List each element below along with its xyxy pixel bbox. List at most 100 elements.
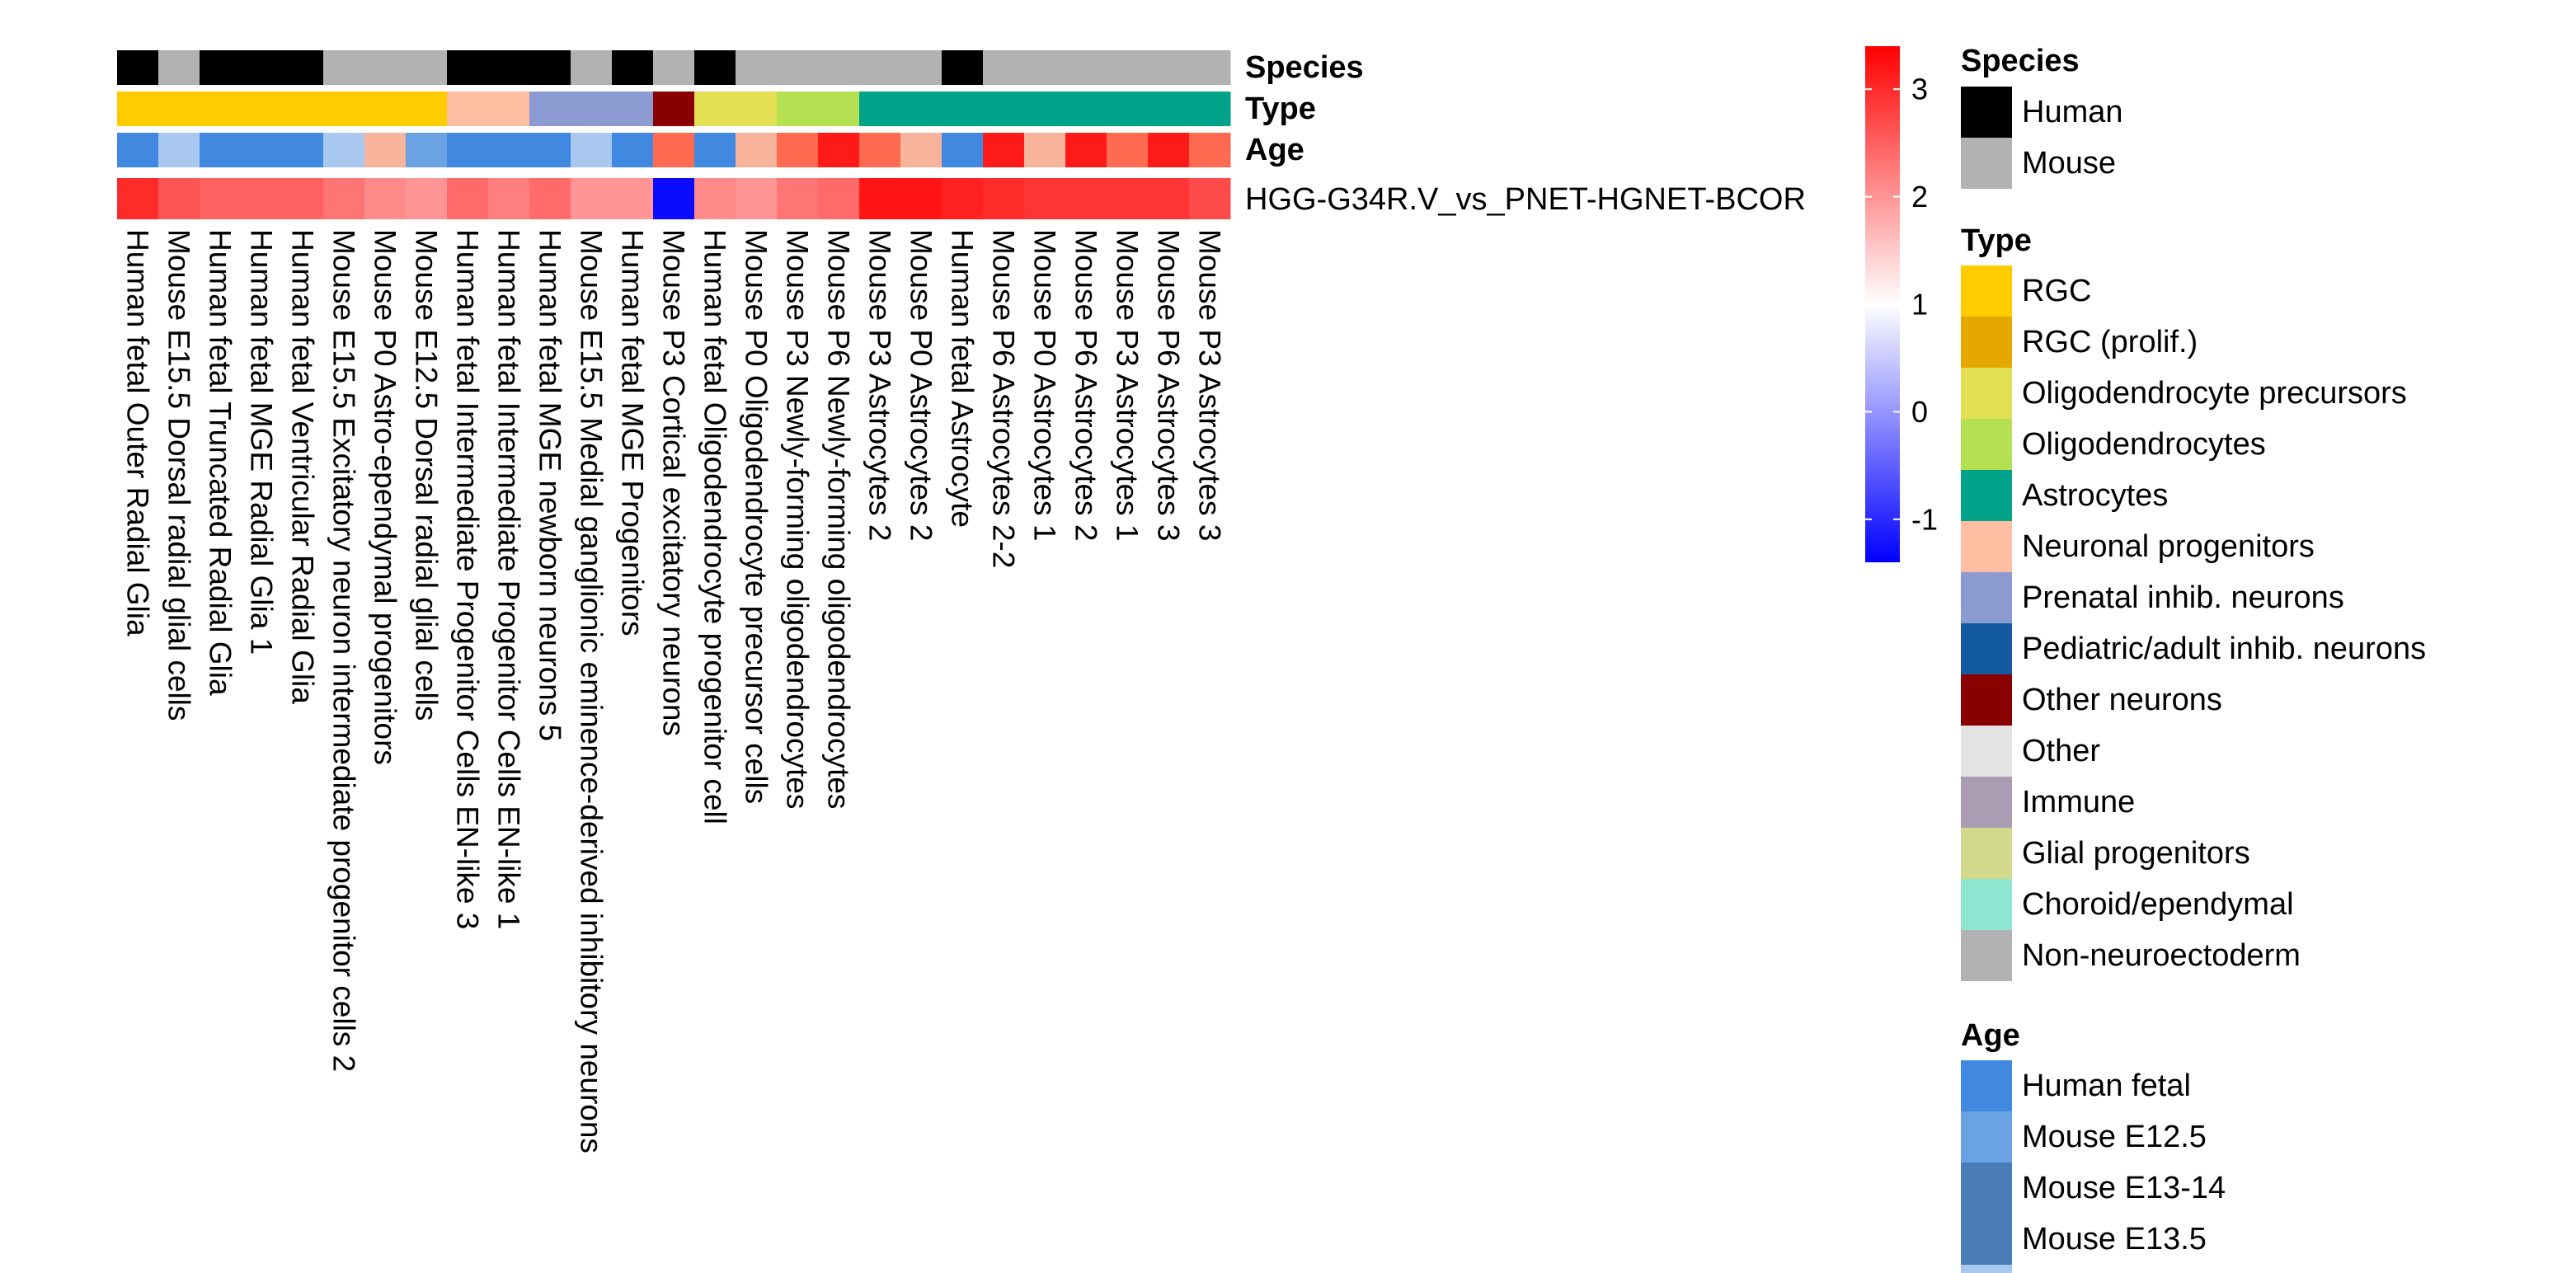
species-cell	[323, 50, 365, 85]
color-scale-ticks: 3 2 1 0 -1	[1865, 73, 1938, 536]
species-cell	[694, 50, 736, 85]
legend-age-items: Human fetal Mouse E12.5 Mouse E13-14 Mouse …	[1961, 1060, 2226, 1273]
age-cell	[900, 133, 942, 167]
column-label: Mouse P6 Astrocytes 2-2	[987, 229, 1021, 568]
column-label: Human fetal Outer Radial Glia	[121, 229, 155, 636]
type-cell	[694, 92, 736, 126]
legend-label: Other neurons	[2022, 683, 2222, 717]
legend-swatch-clipped	[1961, 1265, 2012, 1273]
species-cell	[736, 50, 778, 85]
age-cell	[282, 133, 324, 167]
type-cell	[200, 92, 242, 126]
legend-label: Mouse	[2022, 146, 2116, 181]
age-cell	[1107, 133, 1149, 167]
column-label: Mouse P6 Astrocytes 2	[1069, 229, 1103, 541]
type-annotation-track	[117, 92, 1231, 126]
legend-swatch	[1961, 930, 2012, 981]
type-cell	[282, 92, 324, 126]
heatmap-cell	[241, 178, 283, 219]
column-label: Human fetal Truncated Radial Glia	[204, 229, 237, 696]
heatmap-cell	[942, 178, 984, 219]
color-scale-tick-label: 1	[1911, 288, 1928, 322]
species-cell	[406, 50, 448, 85]
legend-age-title: Age	[1961, 1018, 2020, 1053]
column-label: Mouse E15.5 Medial ganglionic eminence-d…	[575, 229, 609, 1153]
column-label: Mouse E12.5 Dorsal radial glial cells	[410, 229, 444, 721]
age-cell	[158, 133, 200, 167]
type-cell	[942, 92, 984, 126]
column-label: Mouse P0 Astrocytes 2	[905, 229, 938, 541]
heatmap-cell	[900, 178, 942, 219]
column-label: Mouse P3 Astrocytes 3	[1193, 229, 1227, 541]
type-cell	[818, 92, 860, 126]
age-cell	[942, 133, 984, 167]
color-scale-tick-label: 0	[1911, 395, 1928, 429]
type-cell	[488, 92, 530, 126]
heatmap-value-row	[117, 178, 1231, 219]
species-cell	[653, 50, 695, 85]
type-cell	[612, 92, 654, 126]
age-cell	[488, 133, 530, 167]
type-cell	[859, 92, 901, 126]
heatmap-cell	[777, 178, 819, 219]
legend-swatch	[1961, 726, 2012, 777]
type-cell	[777, 92, 819, 126]
legend-label: Human	[2022, 95, 2123, 129]
heatmap-cell	[1189, 178, 1231, 219]
type-cell	[364, 92, 407, 126]
heatmap-cell	[158, 178, 200, 219]
heatmap-cell	[406, 178, 448, 219]
legend-swatch	[1961, 317, 2012, 368]
age-cell	[653, 133, 695, 167]
age-cell	[818, 133, 860, 167]
age-cell	[241, 133, 283, 167]
legend-type-items: RGC RGC (prolif.) Oligodendrocyte precurso…	[1961, 265, 2426, 981]
age-annotation-track	[117, 133, 1231, 167]
column-label: Human fetal Astrocyte	[946, 229, 980, 528]
legend-swatch	[1961, 1163, 2012, 1214]
heatmap-cell	[736, 178, 778, 219]
species-cell	[158, 50, 200, 85]
species-cell	[1189, 50, 1231, 85]
species-cell	[447, 50, 489, 85]
heatmap-cell	[117, 178, 159, 219]
heatmap-cell	[612, 178, 654, 219]
heatmap-cell	[447, 178, 489, 219]
legend-swatch	[1961, 138, 2012, 189]
species-cell	[859, 50, 901, 85]
age-cell	[1065, 133, 1107, 167]
type-cell	[1024, 92, 1066, 126]
age-cell	[859, 133, 901, 167]
column-label: Mouse E15.5 Excitatory neuron intermedia…	[327, 229, 361, 1072]
legend-label: Human fetal	[2022, 1069, 2191, 1103]
legend-type-title: Type	[1961, 223, 2032, 258]
column-label: Mouse P6 Newly-forming oligodendrocytes	[822, 229, 856, 809]
species-cell	[612, 50, 654, 85]
heatmap-cell	[364, 178, 407, 219]
heatmap-cell	[983, 178, 1025, 219]
legend-label: Other	[2022, 734, 2100, 768]
type-cell	[1107, 92, 1149, 126]
legend-label: Prenatal inhib. neurons	[2022, 580, 2344, 615]
legend-species-items: Human Mouse	[1961, 87, 2123, 189]
column-label: Mouse P0 Astrocytes 1	[1028, 229, 1062, 541]
legend-label: Mouse E12.5	[2022, 1120, 2207, 1154]
heatmap-cell	[1024, 178, 1066, 219]
legend-label: RGC (prolif.)	[2022, 325, 2198, 359]
legend-swatch	[1961, 623, 2012, 674]
column-label: Human fetal Intermediate Progenitor Cell…	[492, 229, 526, 929]
column-label: Human fetal Intermediate Progenitor Cell…	[451, 229, 485, 929]
heatmap-cell	[653, 178, 695, 219]
age-cell	[694, 133, 736, 167]
legend-swatch	[1961, 521, 2012, 572]
type-cell	[158, 92, 200, 126]
age-cell	[1024, 133, 1066, 167]
type-cell	[529, 92, 571, 126]
column-label: Human fetal Ventricular Radial Glia	[286, 229, 320, 704]
legend-label: Non-neuroectoderm	[2022, 938, 2301, 973]
column-labels: Human fetal Outer Radial Glia Mouse E15.5…	[121, 229, 1227, 1153]
type-cell	[406, 92, 448, 126]
column-label: Mouse P3 Astrocytes 1	[1111, 229, 1145, 541]
species-cell	[1107, 50, 1149, 85]
